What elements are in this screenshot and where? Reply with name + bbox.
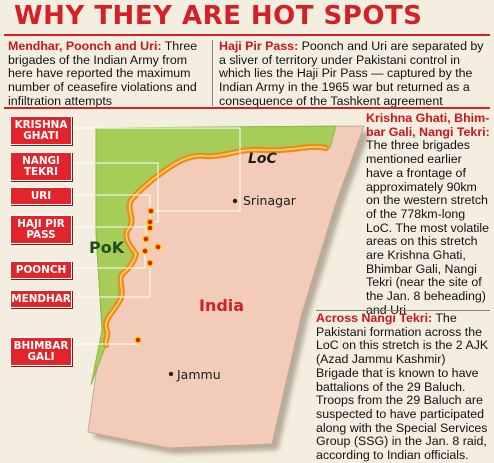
jammu-dot — [168, 371, 174, 377]
note-body: Three brigades of the Indian Army from h… — [8, 39, 198, 108]
marker-haji-pir — [142, 235, 150, 243]
marker-poonch-1 — [154, 243, 162, 251]
callout-poonch: POONCH — [10, 261, 72, 279]
callout-mendhar: MENDHAR — [10, 290, 72, 308]
pok-label: PoK — [89, 238, 125, 257]
section-rule — [4, 107, 490, 109]
across-nangi-tekri-note: Across Nangi Tekri: The Pakistani format… — [316, 311, 490, 463]
connector-haji-pir — [72, 226, 147, 239]
side-divider — [316, 310, 490, 311]
marker-krishna-ghati — [147, 207, 155, 215]
loc-label: LoC — [248, 151, 277, 167]
kashmir-map — [72, 125, 370, 454]
marker-nangi-tekri — [146, 218, 154, 226]
note-heading: Haji Pir Pass: — [219, 39, 299, 53]
loc-line-inner — [104, 146, 327, 346]
column-divider — [212, 40, 213, 106]
srinagar-label: Srinagar — [243, 193, 296, 208]
srinagar-dot — [232, 198, 238, 204]
hot-spot-markers — [134, 207, 162, 344]
callout-haji-pir-pass: HAJI PIR PASS — [10, 215, 72, 244]
connector-nangi-tekri — [72, 162, 159, 223]
page-title: WHY THEY ARE HOT SPOTS — [14, 1, 423, 31]
callout-connectors — [72, 127, 241, 345]
callout-uri: URI — [10, 187, 72, 205]
note-heading: Krishna Ghati, Bhim­bar Gali, Nangi Tekr… — [366, 111, 490, 139]
marker-mendhar — [146, 259, 154, 267]
marker-bhimbar-gali — [134, 336, 142, 344]
india-label: India — [199, 296, 245, 315]
callout-krishna-ghati: KRISHNA GHATI — [10, 116, 72, 145]
mendhar-poonch-uri-note: Mendhar, Poonch and Uri: Three brigades … — [8, 39, 208, 109]
note-body: The Pakistani formation across the LoC o… — [316, 311, 489, 463]
connector-mendhar — [72, 263, 151, 298]
jammu-label: Jammu — [177, 367, 221, 382]
callout-nangi-tekri: NANGI TEKRI — [10, 152, 72, 181]
title-rule — [4, 34, 490, 36]
connector-krishna-ghati — [72, 127, 241, 212]
callout-bhimbar-gali: BHIMBAR GALI — [10, 337, 72, 366]
haji-pir-pass-note: Haji Pir Pass: Poonch and Uri are separa… — [219, 39, 487, 109]
note-heading: Across Nangi Tekri: — [316, 311, 433, 325]
note-body: The three brigades mentioned earlier hav… — [366, 138, 490, 317]
krishna-ghati-note: Krishna Ghati, Bhim­bar Gali, Nangi Tekr… — [366, 111, 490, 318]
note-body: Poonch and Uri are separated by a sliver… — [219, 39, 484, 108]
connector-poonch — [72, 251, 146, 269]
note-heading: Mendhar, Poonch and Uri: — [8, 39, 162, 53]
connector-uri — [72, 194, 151, 228]
marker-poonch-2 — [141, 247, 149, 255]
marker-uri — [146, 224, 154, 232]
